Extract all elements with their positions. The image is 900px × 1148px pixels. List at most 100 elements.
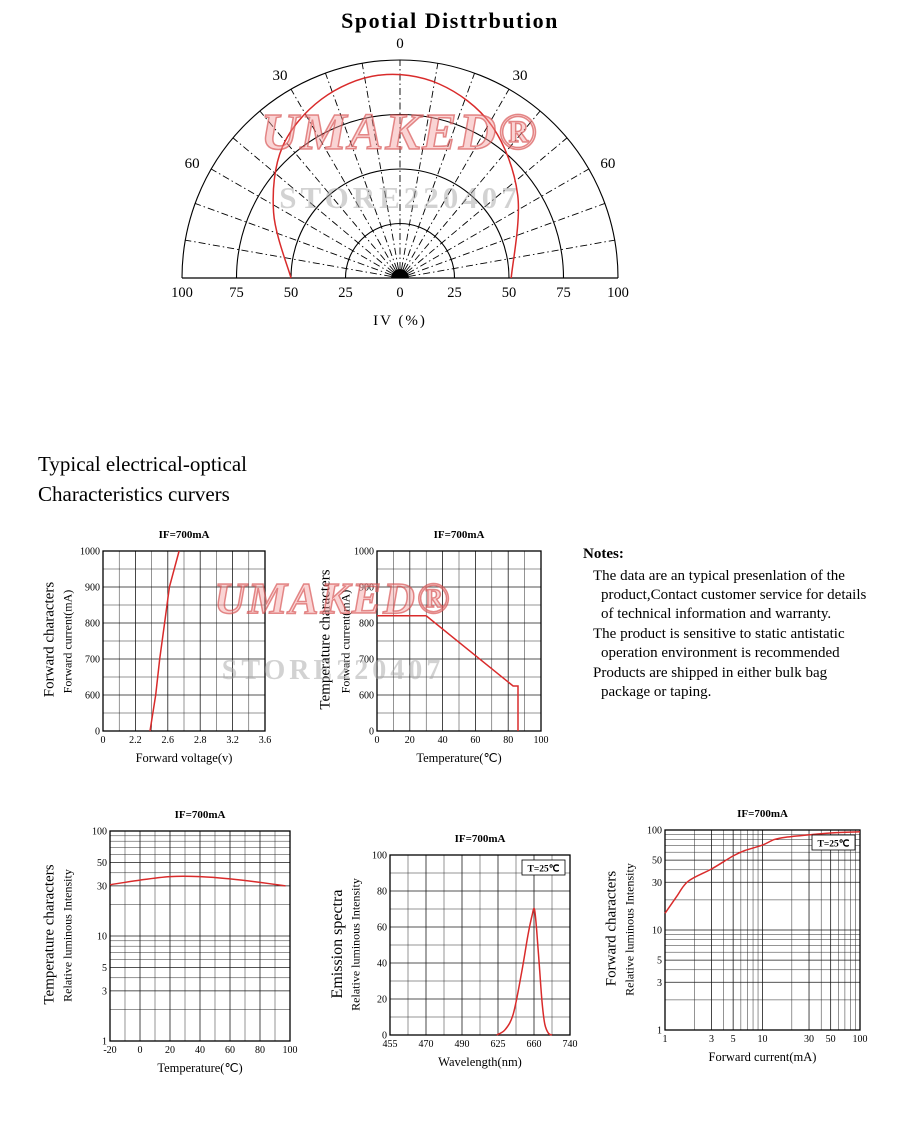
series-line bbox=[377, 615, 519, 731]
y-tick-label: 10 bbox=[652, 926, 662, 937]
y-axis-inner-label: Forward current(mA) bbox=[338, 589, 353, 694]
temperature-current-chart: IF=700mA 0 20 40 60 80 100 0 600 700 800 900 1000 Te… bbox=[343, 527, 553, 767]
angle-gridline bbox=[290, 88, 396, 271]
x-tick-label: 3 bbox=[709, 1034, 714, 1045]
radial-tick-label: 100 bbox=[171, 285, 193, 301]
y-tick-label: 0 bbox=[95, 727, 100, 738]
y-tick-label: 900 bbox=[359, 583, 374, 594]
x-tick-label: 100 bbox=[534, 735, 549, 746]
section-heading-line2: Characteristics curvers bbox=[38, 482, 230, 506]
temperature-intensity-plot: -20 0 20 40 60 80 100 1 3 5 10 30 50 100 Temperature(℃… bbox=[92, 827, 298, 1076]
plot-frame bbox=[376, 550, 542, 732]
angle-gridline bbox=[401, 63, 439, 270]
y-tick-label: 80 bbox=[377, 887, 387, 898]
x-tick-label: 455 bbox=[383, 1039, 398, 1050]
notes: Notes: The data are an typical presenlat… bbox=[583, 545, 875, 703]
y-tick-label: 600 bbox=[359, 691, 374, 702]
y-tick-label: 1 bbox=[657, 1026, 662, 1037]
x-tick-label: 30 bbox=[804, 1034, 814, 1045]
y-tick-label: 700 bbox=[359, 655, 374, 666]
angle-gridline bbox=[405, 110, 541, 272]
annotation-box bbox=[521, 859, 566, 876]
y-tick-label: 50 bbox=[97, 858, 107, 869]
angle-gridline bbox=[408, 239, 615, 277]
y-tick-label: 700 bbox=[85, 655, 100, 666]
angle-gridline bbox=[406, 137, 568, 273]
angle-gridline bbox=[194, 203, 392, 276]
chart-title: IF=700mA bbox=[174, 809, 226, 821]
x-axis-title: Temperature(℃) bbox=[157, 1061, 242, 1075]
angle-gridline bbox=[361, 63, 399, 270]
x-tick-label: 3.2 bbox=[226, 735, 239, 746]
radial-tick-label: 100 bbox=[607, 285, 629, 301]
y-axis-outer-label: Forward characters bbox=[41, 581, 58, 698]
radial-tick-label: 75 bbox=[556, 285, 571, 301]
y-tick-label: 30 bbox=[652, 878, 662, 889]
x-tick-label: 2.8 bbox=[194, 735, 207, 746]
temperature-current-plot: 0 20 40 60 80 10006007008009001000Temperature… bbox=[354, 547, 549, 766]
x-tick-label: 0 bbox=[138, 1045, 143, 1056]
chart-title: IF=700mA bbox=[158, 529, 210, 541]
x-tick-label: 100 bbox=[853, 1034, 868, 1045]
radial-tick-label: 50 bbox=[502, 285, 517, 301]
chart-title: IF=700mA bbox=[433, 529, 485, 541]
x-tick-label: 5 bbox=[731, 1034, 736, 1045]
angle-label: 60 bbox=[185, 156, 200, 172]
y-tick-label: 10 bbox=[97, 932, 107, 943]
x-axis-title: Wavelength(nm) bbox=[438, 1055, 522, 1069]
angle-gridline bbox=[259, 110, 395, 272]
y-axis-outer-label: Emission spectra bbox=[329, 889, 346, 999]
chart-title: IF=700mA bbox=[454, 833, 506, 845]
y-tick-label: 600 bbox=[85, 691, 100, 702]
x-tick-label: 3.6 bbox=[259, 735, 272, 746]
series-line bbox=[496, 907, 553, 1036]
notes-heading: Notes: bbox=[583, 546, 624, 562]
radial-tick-label: 75 bbox=[229, 285, 244, 301]
plot-frame bbox=[389, 854, 571, 1036]
series-line bbox=[109, 875, 286, 887]
x-tick-label: 50 bbox=[826, 1034, 836, 1045]
chart-title: IF=700mA bbox=[737, 808, 788, 820]
section-heading: Typical electrical-optical Characteristi… bbox=[38, 449, 247, 509]
y-axis-inner-label: Relative luminous Intensity bbox=[60, 869, 75, 1002]
x-tick-label: 10 bbox=[758, 1034, 768, 1045]
x-tick-label: 40 bbox=[195, 1045, 205, 1056]
angle-gridline bbox=[232, 137, 394, 273]
note-paragraph: Products are shipped in either bulk bag … bbox=[593, 665, 828, 700]
y-axis-inner-label: Relative luminous Intensity bbox=[348, 878, 363, 1011]
annotation-label: T=25℃ bbox=[528, 864, 560, 875]
y-tick-label: 20 bbox=[377, 995, 387, 1006]
x-tick-label: 0 bbox=[375, 735, 380, 746]
y-tick-label: 60 bbox=[377, 923, 387, 934]
radial-tick-label: 50 bbox=[284, 285, 299, 301]
origin-marker bbox=[391, 269, 409, 278]
x-axis-title: Forward current(mA) bbox=[709, 1050, 817, 1064]
x-tick-label: 1 bbox=[663, 1034, 668, 1045]
y-tick-label: 1 bbox=[102, 1037, 107, 1048]
y-tick-label: 5 bbox=[657, 956, 662, 967]
y-tick-label: 100 bbox=[372, 851, 387, 862]
x-tick-label: 470 bbox=[419, 1039, 434, 1050]
y-axis-inner-label: Forward current(mA) bbox=[60, 589, 75, 694]
y-tick-label: 30 bbox=[97, 881, 107, 892]
angle-gridline bbox=[408, 203, 606, 276]
radial-tick-label: 25 bbox=[338, 285, 353, 301]
emission-spectra-plot: 455 470 490 625 660 740 0 20 40 60 80 100 T=25℃ Wavel… bbox=[372, 851, 578, 1070]
x-tick-label: 80 bbox=[255, 1045, 265, 1056]
forward-current-intensity-chart: IF=700mA 1 3 5 10 30 50 100 1 3 5 10 30 50 100 T=25℃ Fo… bbox=[631, 806, 872, 1066]
angle-label: 30 bbox=[513, 68, 528, 84]
y-tick-label: 1000 bbox=[80, 547, 100, 558]
angle-gridline bbox=[185, 239, 392, 277]
radiation-pattern-curve bbox=[272, 73, 520, 279]
x-tick-label: 20 bbox=[405, 735, 415, 746]
forward-current-intensity-plot: 1 3 5 10 30 50 100 1 3 5 10 30 50 100 T=25℃ Forward cur… bbox=[647, 826, 868, 1065]
y-tick-label: 3 bbox=[657, 978, 662, 989]
x-axis-title: Forward voltage(v) bbox=[136, 751, 233, 765]
plot-frame bbox=[102, 550, 266, 732]
y-tick-label: 50 bbox=[652, 856, 662, 867]
x-tick-label: 40 bbox=[438, 735, 448, 746]
y-tick-label: 800 bbox=[359, 619, 374, 630]
y-tick-label: 900 bbox=[85, 583, 100, 594]
x-tick-label: 100 bbox=[283, 1045, 298, 1056]
radial-gridline bbox=[344, 222, 456, 279]
